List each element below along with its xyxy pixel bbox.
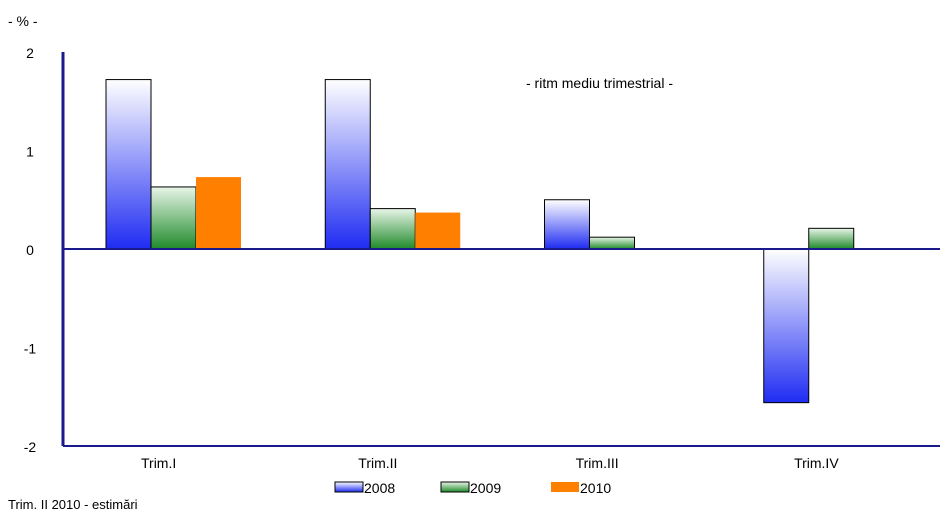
labels-layer: 2 1 0 -1 -2 Trim.I Trim.II Trim.III Trim.IV: [24, 45, 840, 471]
bar-2010-trimii: [415, 212, 461, 249]
bar-2009-trimi: [150, 186, 197, 250]
axes-layer: [61, 52, 940, 447]
footnote: Trim. II 2010 - estimări: [8, 497, 138, 512]
bars-layer: [105, 79, 855, 404]
legend-label-2009: 2009: [470, 480, 501, 496]
unit-label: - % -: [8, 13, 38, 29]
x-tick-label: Trim.II: [358, 455, 397, 471]
bar-2008-trimii: [324, 79, 371, 250]
legend-label-2010: 2010: [580, 480, 611, 496]
bar-2008-trimiv: [763, 248, 810, 404]
chart-annotation: - ritm mediu trimestrial -: [526, 75, 674, 91]
legend: 2008 2009 2010: [334, 480, 611, 496]
x-tick-label: Trim.IV: [794, 455, 839, 471]
bar-2009-trimii: [369, 208, 416, 250]
bar-2008-trimi: [105, 79, 152, 250]
legend-swatch-2009: [440, 481, 470, 493]
legend-label-2008: 2008: [364, 480, 395, 496]
y-tick-label: 1: [26, 144, 34, 160]
legend-swatch-2008: [334, 481, 364, 493]
y-tick-label: 0: [26, 242, 34, 258]
y-tick-label: -2: [24, 439, 37, 455]
bar-2010-trimi: [196, 177, 241, 249]
y-tick-label: -1: [24, 341, 37, 357]
x-tick-label: Trim.I: [141, 455, 176, 471]
bar-2009-trimiv: [808, 227, 855, 250]
bar-2009-trimiii: [589, 236, 635, 250]
bar-2008-trimiii: [544, 199, 590, 250]
legend-swatch-2010: [551, 482, 579, 492]
y-tick-label: 2: [26, 45, 34, 61]
x-tick-label: Trim.III: [576, 455, 619, 471]
